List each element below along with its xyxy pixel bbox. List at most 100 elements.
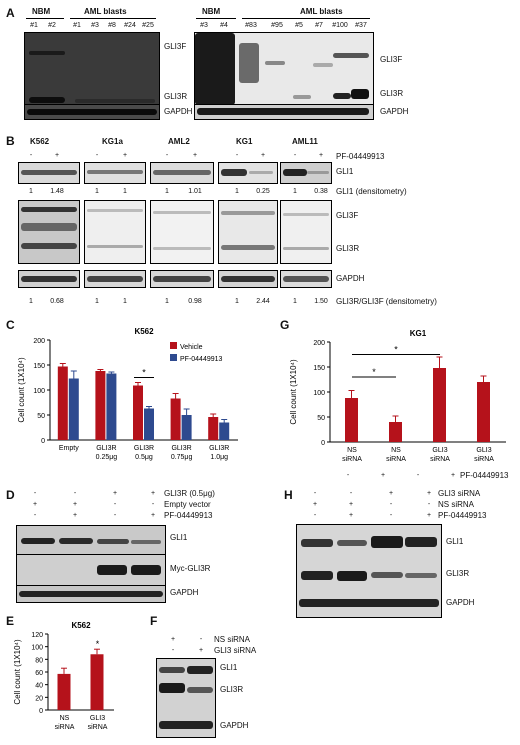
y-tick-label: 50: [317, 415, 325, 422]
x-tick-label: siRNA: [430, 456, 450, 463]
panel-b-cell-kg1: KG1: [236, 137, 253, 146]
significance-star: *: [394, 345, 398, 355]
significance-star: *: [142, 368, 146, 378]
bar: [95, 371, 106, 440]
panel-f-gapdh-label: GAPDH: [220, 721, 249, 730]
panel-b-gli1-blot-kg1a: [84, 162, 146, 184]
panel-a-right-gli3r-label: GLI3R: [380, 89, 404, 98]
panel-a-right-gli3f-label: GLI3F: [380, 55, 403, 64]
panel-b-gapdh-blot-aml11: [280, 270, 332, 288]
bar: [219, 422, 230, 440]
bar: [57, 673, 71, 710]
x-tick-label: GLI3: [90, 715, 105, 722]
panel-d-myc-gli3r-blot: [16, 554, 166, 586]
panel-h-gapdh-label: GAPDH: [446, 598, 475, 607]
panel-b-gapdh-blot-kg1: [218, 270, 278, 288]
x-tick-label: GLI3R: [96, 445, 116, 452]
x-tick-label: 0.25μg: [96, 454, 118, 461]
panel-h-gli3r-label: GLI3R: [446, 569, 470, 578]
panel-e-letter: E: [6, 614, 15, 628]
x-tick-label: Empty: [59, 445, 79, 452]
panel-b-gapdh-blot-aml2: [150, 270, 214, 288]
panel-g-drug-label: PF-04449913: [460, 471, 509, 480]
chart-title: KG1: [410, 329, 427, 338]
y-tick-label: 150: [33, 363, 45, 370]
panel-f-blot: [156, 658, 216, 738]
panel-a-letter: A: [6, 6, 15, 20]
panel-a-left-gapdh-label: GAPDH: [164, 107, 193, 116]
panel-b-gli1-blot-aml2: [150, 162, 214, 184]
x-tick-label: siRNA: [88, 724, 108, 731]
panel-f-gli3r-label: GLI3R: [220, 685, 244, 694]
x-tick-label: 0.75μg: [171, 454, 193, 461]
x-tick-label: siRNA: [474, 456, 494, 463]
y-tick-label: 60: [35, 670, 43, 677]
bar: [208, 417, 219, 440]
panel-b-gli3-blot-k562: [18, 200, 80, 264]
panel-b-gli3-blot-aml2: [150, 200, 214, 264]
panel-d-letter: D: [6, 488, 15, 502]
y-tick-label: 0: [41, 438, 45, 445]
panel-b-gli3r-label: GLI3R: [336, 244, 360, 253]
x-tick-label: GLI3R: [171, 445, 191, 452]
y-tick-label: 0: [321, 440, 325, 447]
bar: [433, 368, 446, 442]
y-tick-label: 150: [313, 365, 325, 372]
y-axis-label: Cell count (1X10⁴): [17, 357, 26, 423]
panel-b-gapdh-blot-kg1a: [84, 270, 146, 288]
y-tick-label: 200: [33, 338, 45, 345]
panel-b-ratio-label: GLI3R/GLI3F (densitometry): [336, 297, 437, 306]
panel-a-right-aml-label: AML blasts: [300, 7, 343, 16]
panel-b-gli3-blot-kg1: [218, 200, 278, 264]
x-tick-label: 1.0μg: [210, 454, 228, 461]
bar: [144, 408, 154, 440]
y-tick-label: 20: [35, 695, 43, 702]
y-tick-label: 120: [31, 632, 43, 639]
legend-swatch: [170, 354, 177, 361]
panel-b-cell-k562: K562: [30, 137, 50, 146]
bar: [170, 398, 181, 440]
panel-d-gapdh-label: GAPDH: [170, 588, 199, 597]
y-axis-label: Cell count (1X10⁴): [13, 639, 22, 705]
panel-h-gli1-label: GLI1: [446, 537, 464, 546]
legend-label: Vehicle: [180, 344, 203, 351]
panel-b-gapdh-label: GAPDH: [336, 274, 365, 283]
panel-b-gli3f-label: GLI3F: [336, 211, 359, 220]
x-tick-label: siRNA: [55, 724, 75, 731]
y-tick-label: 40: [35, 683, 43, 690]
panel-h-blot: [296, 524, 442, 618]
x-tick-label: siRNA: [342, 456, 362, 463]
y-tick-label: 200: [313, 340, 325, 347]
panel-b-gli1-label: GLI1: [336, 167, 354, 176]
bar: [477, 382, 490, 442]
significance-star: *: [372, 367, 376, 377]
panel-b-gli3-blot-aml11: [280, 200, 332, 264]
panel-a-left-aml-label: AML blasts: [84, 7, 127, 16]
panel-a-left-gapdh-blot: [24, 104, 160, 120]
panel-a-right-nbm-label: NBM: [202, 7, 221, 16]
chart-title: K562: [134, 327, 154, 336]
panel-d-gli1-blot: [16, 525, 166, 555]
panel-a-left-gli3r-label: GLI3R: [164, 92, 188, 101]
bar: [68, 378, 79, 440]
panel-a-right-gapdh-label: GAPDH: [380, 107, 409, 116]
panel-g-chart: KG1 0 50 100 150 200 Cell count (1X10⁴) NS siRNA…: [289, 329, 506, 463]
panel-b-drug-label: PF-04449913: [336, 152, 385, 161]
legend-label: PF-04449913: [180, 356, 223, 363]
x-tick-label: GLI3R: [134, 445, 154, 452]
panel-b-cell-aml11: AML11: [292, 137, 318, 146]
x-tick-label: siRNA: [386, 456, 406, 463]
x-tick-label: GLI3: [476, 447, 491, 454]
panel-b-letter: B: [6, 134, 15, 148]
y-tick-label: 100: [313, 390, 325, 397]
x-tick-label: NS: [60, 715, 70, 722]
panel-b-gli1-densitometry-label: GLI1 (densitometry): [336, 187, 407, 196]
panel-b-gli3-blot-kg1a: [84, 200, 146, 264]
y-tick-label: 0: [39, 708, 43, 715]
panel-d-gli1-label: GLI1: [170, 533, 188, 542]
panel-e-chart: K562 0 20 40 60 80 100 120 Cell count (1X10⁴) NS s…: [13, 621, 114, 731]
y-tick-label: 100: [31, 645, 43, 652]
bar: [181, 415, 192, 440]
panel-f-gli1-label: GLI1: [220, 663, 238, 672]
panel-d-myc-gli3r-label: Myc-GLI3R: [170, 564, 211, 573]
